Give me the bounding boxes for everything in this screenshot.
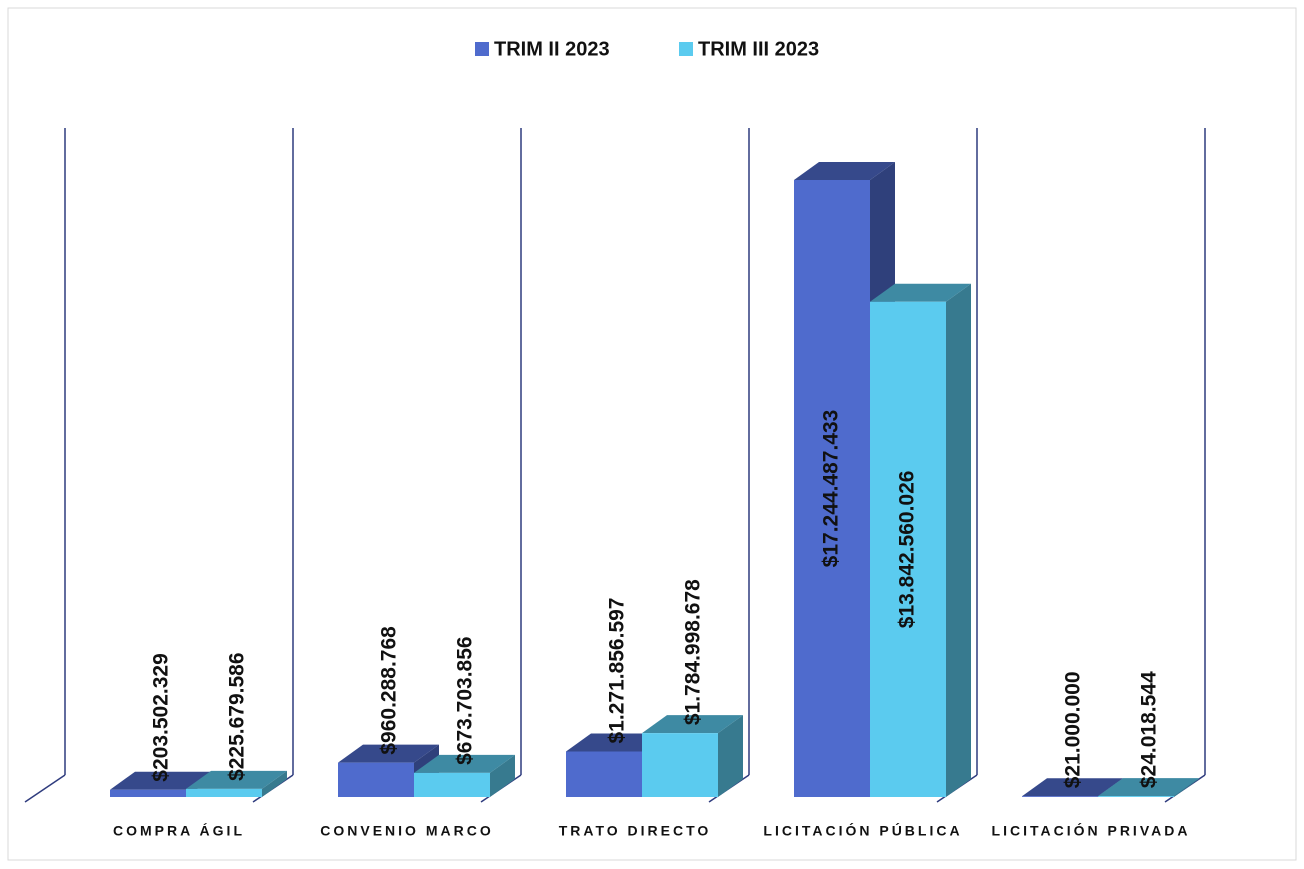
bar-side (1174, 778, 1199, 797)
bar-front (186, 788, 262, 797)
data-label: $13.842.560.026 (896, 471, 919, 629)
bar-front (110, 789, 186, 797)
bar-top (338, 744, 439, 763)
bar-top (110, 771, 211, 790)
legend-label: TRIM III 2023 (698, 38, 819, 60)
data-label: $1.784.998.678 (682, 579, 705, 725)
bar-top (566, 733, 667, 752)
bar (870, 283, 971, 797)
bar (414, 754, 515, 797)
bar (642, 715, 743, 797)
legend-swatch (679, 42, 693, 56)
data-label: $960.288.768 (378, 626, 401, 755)
bar-front (414, 772, 490, 797)
bar-front (338, 762, 414, 797)
bar-front (870, 301, 946, 797)
x-tick-label: LICITACIÓN PÚBLICA (763, 822, 962, 839)
bar-top (414, 754, 515, 773)
x-tick-label: COMPRA ÁGIL (113, 823, 245, 839)
bar (338, 744, 439, 797)
bar-front (642, 733, 718, 797)
bar-top (794, 162, 895, 180)
bar-top (1098, 778, 1199, 797)
bar-front (1098, 796, 1174, 797)
legend-swatch (475, 42, 489, 56)
bar-side (490, 754, 515, 797)
chart-frame (7, 7, 1297, 861)
bar-side (946, 283, 971, 797)
x-tick-label: CONVENIO MARCO (320, 823, 493, 839)
bar-front (1022, 796, 1098, 797)
data-label: $17.244.487.433 (820, 410, 843, 568)
bar-side (262, 770, 287, 797)
data-label: $673.703.856 (454, 636, 477, 764)
bar (1098, 778, 1199, 797)
bar-front (566, 751, 642, 797)
bar-top (1022, 778, 1123, 797)
bar-front (794, 180, 870, 797)
bar-top (642, 715, 743, 734)
data-label: $21.000.000 (1062, 671, 1085, 788)
bar-top (186, 770, 287, 789)
bar (186, 770, 287, 797)
data-label: $203.502.329 (150, 653, 173, 781)
data-label: $225.679.586 (226, 652, 249, 780)
legend-label: TRIM II 2023 (494, 38, 610, 60)
floor-edge (24, 774, 66, 803)
bar-top (870, 283, 971, 302)
data-label: $1.271.856.597 (606, 598, 629, 744)
bar-side (718, 715, 743, 797)
x-tick-label: TRATO DIRECTO (559, 823, 712, 839)
data-label: $24.018.544 (1138, 671, 1161, 788)
x-tick-label: LICITACIÓN PRIVADA (992, 822, 1191, 839)
